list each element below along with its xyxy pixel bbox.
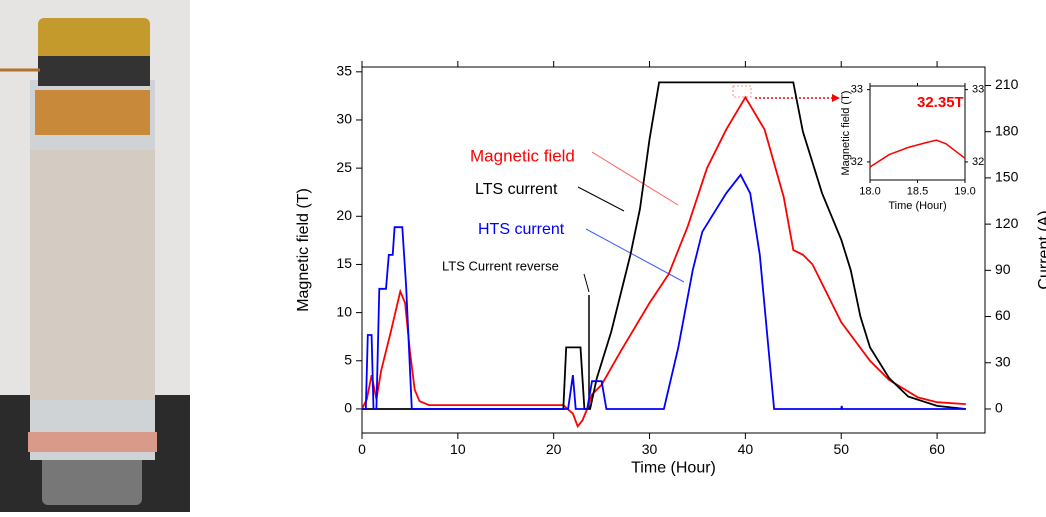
x-tick-label: 18.5 (907, 186, 928, 198)
y2-tick-label: 0 (995, 400, 1003, 416)
annotation: HTS current (478, 221, 565, 238)
x-axis-label: Time (Hour) (631, 460, 716, 477)
y2-tick-label: 150 (995, 169, 1019, 185)
y2-tick-label: 90 (995, 261, 1011, 277)
x-tick-label: 19.0 (954, 186, 975, 198)
x-tick-label: 60 (929, 441, 945, 457)
y2-tick-label: 30 (995, 353, 1011, 369)
zoom-box (732, 85, 752, 98)
coil-copper (35, 90, 150, 135)
y-tick-label: 30 (336, 111, 352, 127)
y2-axis-label: Current (A) (1036, 210, 1046, 289)
y-tick-label: 10 (336, 303, 352, 319)
x-tick-label: 20 (546, 441, 562, 457)
y-tick-label: 0 (344, 400, 352, 416)
x-tick-label: 40 (738, 441, 754, 457)
arrow (585, 228, 685, 283)
coil-winding (30, 150, 155, 400)
x-tick-label: 10 (450, 441, 466, 457)
y-tick-label: 33 (851, 84, 863, 96)
y2-tick-label: 33 (972, 84, 984, 96)
plot-frame (361, 66, 986, 434)
y-axis-label: Magnetic field (T) (295, 188, 312, 312)
annotation: LTS Current reverse (442, 258, 559, 273)
arrow-head (832, 94, 840, 102)
annotation: LTS current (475, 181, 558, 198)
x-tick-label: 50 (833, 441, 849, 457)
series-line (869, 139, 966, 168)
y2-tick-label: 120 (995, 215, 1019, 231)
y-tick-label: 35 (336, 63, 352, 79)
photo (0, 0, 190, 512)
annotation-arrows (577, 85, 941, 409)
y2-tick-label: 180 (995, 122, 1019, 138)
x-tick-label: 30 (642, 441, 658, 457)
x-tick-label: 18.0 (859, 186, 880, 198)
x-tick-label: 0 (358, 441, 366, 457)
y2-tick-label: 60 (995, 307, 1011, 323)
y-tick-label: 5 (344, 351, 352, 367)
annotation: 32.35T (917, 94, 964, 111)
arrow (583, 273, 590, 293)
y-tick-label: 20 (336, 207, 352, 223)
annotation: Magnetic field (470, 146, 575, 165)
coil-band (28, 432, 157, 452)
plot-frame (869, 85, 966, 181)
y-tick-label: 32 (851, 156, 863, 168)
y2-tick-label: 210 (995, 76, 1019, 92)
series-line (362, 173, 966, 410)
arrow (577, 186, 625, 212)
y-tick-label: 15 (336, 255, 352, 271)
series-line (362, 81, 966, 410)
coil-top-plate (38, 56, 150, 86)
y2-tick-label: 32 (972, 156, 984, 168)
x-axis-label: Time (Hour) (888, 200, 946, 212)
arrow (591, 151, 679, 206)
y-axis-label: Magnetic field (T) (840, 91, 852, 176)
y-tick-label: 25 (336, 159, 352, 175)
coil-top-flange (38, 18, 150, 62)
